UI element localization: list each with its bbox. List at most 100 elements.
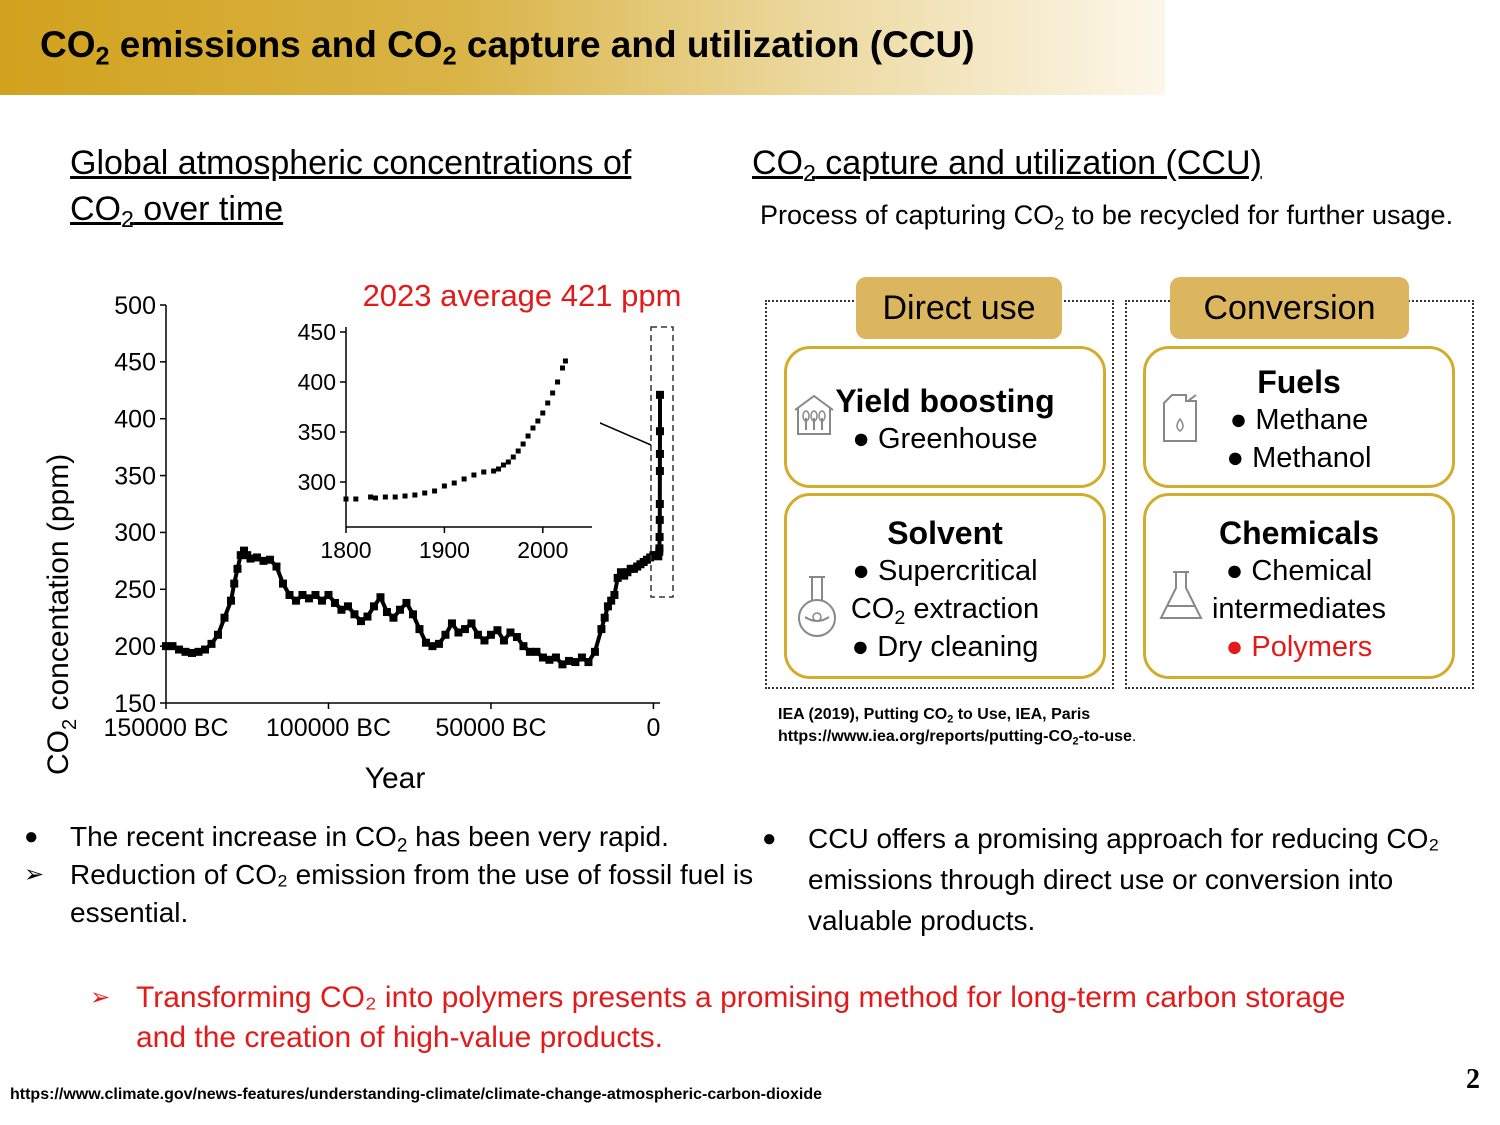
main-x-tick-label: 0 [646,714,660,742]
direct-use-label: Direct use [856,277,1062,339]
inset-data-point [505,459,511,465]
inset-data-point [550,390,556,396]
zoom-region-box [650,326,674,598]
greenhouse-icon [794,394,834,435]
main-y-tick-label: 300 [114,519,156,547]
inset-data-point [441,483,447,489]
source-url: https://www.climate.gov/news-features/un… [10,1086,823,1103]
bullet-dot-icon: ● [24,823,39,850]
solvent-item-dry-cleaning: ● Dry cleaning [851,631,1039,663]
bullet-dot-icon: ● [1225,555,1244,587]
inset-data-point [402,493,408,499]
inset-y-tick-label: 400 [298,369,336,395]
main-series-line [166,394,662,667]
main-x-tick-label: 150000 BC [103,714,228,742]
page-number: 2 [1466,1064,1480,1095]
inset-background [290,320,600,560]
inset-annotation: 2023 average 421 ppm [363,278,682,313]
main-y-tick-label: 150 [114,690,156,718]
inset-data-point [520,441,526,447]
co2-history-chart: 150 200 250 300 350 400 450 500 150000 BC 100000 … [42,278,682,795]
inset-x-tick-label: 1900 [419,537,470,563]
bullet-ccu: ● CCU offers a promising approach for red… [762,818,1482,941]
inset-data-point [545,400,551,406]
bullet-dot-icon: ● [852,555,870,587]
inset-data-point [343,496,349,502]
inset-data-point [392,494,398,500]
main-y-tick-label: 250 [114,576,156,604]
arrow-bullet-icon: ➢ [90,984,111,1011]
conversion-label: Conversion [1170,277,1409,339]
y-axis-label: CO2 concentation (ppm) [42,454,81,775]
inset-data-point [555,379,561,385]
left-bullets: ● The recent increase in CO2 has been ver… [24,818,754,932]
solvent-item-supercritical-cont: CO2 extraction [850,593,1040,629]
inset-data-point [530,425,536,431]
inset-data-point [525,433,531,439]
fuels-title: Fuels [1257,364,1341,400]
chemicals-item-intermediates-cont: intermediates [1211,593,1387,625]
bullet-dot-icon: ● [852,423,870,455]
inset-data-point [562,358,568,364]
inset-data-point [471,472,477,478]
bullet-reduction: ➢ Reduction of CO₂ emission from the use … [24,856,754,932]
inset-data-point [353,496,359,502]
yield-boosting-title: Yield boosting [835,383,1055,419]
inset-y-tick-label: 450 [298,319,336,345]
inset-y-tick-label: 300 [298,469,336,495]
ccu-description: Process of capturing CO2 to be recycled … [760,200,1454,234]
conclusion: ➢ Transforming CO₂ into polymers presents… [90,978,1390,1058]
flask-icon [798,576,836,637]
slide-title: CO2 emissions and CO2 capture and utiliz… [40,24,975,71]
chemicals-title: Chemicals [1218,515,1380,551]
inset-x-tick-label: 2000 [517,537,568,563]
beaker-icon [1159,571,1203,619]
inset-data-point [373,495,379,501]
inset-data-point [515,448,521,454]
chemicals-box: Chemicals ● Chemical intermediates ● Pol… [1143,493,1455,679]
ccu-heading: CO2 capture and utilization (CCU) [752,144,1262,186]
yield-boosting-box: Yield boosting ● Greenhouse [784,346,1106,488]
inset-data-point [481,469,487,475]
inset-data-point [510,454,516,460]
chemicals-item-intermediates: ● Chemical [1225,555,1373,587]
main-x-tick-label: 100000 BC [266,714,391,742]
solvent-box: Solvent ● Supercritical CO2 extraction ●… [784,493,1106,679]
yield-item-greenhouse: ● Greenhouse [852,423,1038,455]
solvent-item-supercritical: ● Supercritical [852,555,1038,587]
main-y-tick-label: 500 [114,292,156,320]
bullet-recent-increase: ● The recent increase in CO2 has been ver… [24,818,754,856]
inset-data-point [432,488,438,494]
main-y-tick-label: 350 [114,462,156,490]
title-bar [0,0,1165,95]
main-y-tick-label: 450 [114,349,156,377]
main-x-tick-label: 50000 BC [435,714,546,742]
inset-x-tick-label: 1800 [320,537,371,563]
inset-y-tick-label: 350 [298,419,336,445]
inset-data-point [535,418,541,424]
fuels-item-methane: ● Methane [1229,404,1369,436]
x-axis-label: Year [365,762,426,795]
bullet-dot-icon: ● [1225,631,1244,663]
inset-data-point [496,466,502,472]
inset-data-point [461,476,467,482]
chart-heading: Global atmospheric concentrations of CO2… [70,144,632,232]
inset-data-point [412,492,418,498]
main-y-tick-label: 200 [114,633,156,661]
chemicals-item-polymers: ● Polymers [1225,631,1373,663]
fuels-item-methanol: ● Methanol [1226,442,1372,474]
inset-data-point [451,480,457,486]
inset-data-point [422,490,428,496]
arrow-bullet-icon: ➢ [24,861,45,888]
bullet-dot-icon: ● [1229,404,1248,436]
fuel-can-icon [1163,394,1197,442]
solvent-title: Solvent [887,515,1003,551]
inset-data-point [540,410,546,416]
inset-data-point [382,494,388,500]
iea-reference: IEA (2019), Putting CO2 to Use, IEA, Par… [778,706,1137,748]
bullet-dot-icon: ● [762,825,777,852]
bullet-dot-icon: ● [1226,442,1245,474]
main-y-tick-label: 400 [114,405,156,433]
inset-data-point [368,494,374,500]
bullet-dot-icon: ● [851,631,870,663]
